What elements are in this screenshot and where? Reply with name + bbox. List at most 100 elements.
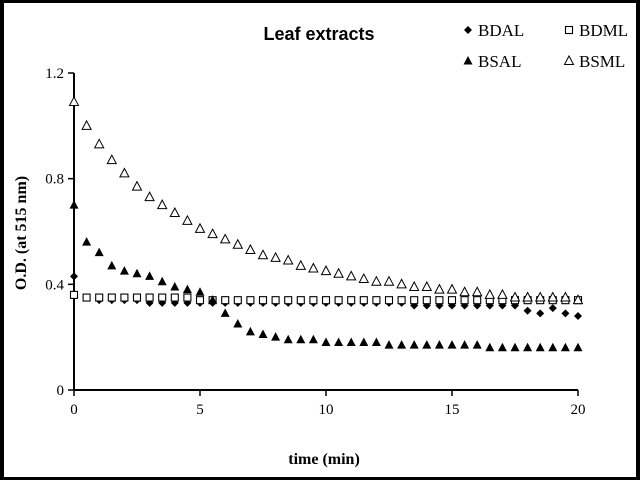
data-point-bsal <box>308 334 318 344</box>
data-point-bdml <box>447 296 457 305</box>
data-point-bsml <box>522 291 533 302</box>
y-tick-label: 1.2 <box>45 66 64 82</box>
data-point-bsal <box>346 337 356 346</box>
data-point-bsml <box>371 275 382 286</box>
data-point-bsal <box>94 247 104 257</box>
axis-ticks: 0 5 10 15 20 0 0.4 0.8 1.2 <box>45 66 585 418</box>
data-point-bsal <box>523 342 533 352</box>
data-point-bsml <box>232 238 244 249</box>
data-point-bsml <box>471 286 483 297</box>
data-point-bdml <box>372 296 381 305</box>
data-point-bsal <box>271 332 281 341</box>
data-point-bsal <box>409 340 419 349</box>
data-point-bsal <box>497 342 507 352</box>
data-point-bsml <box>560 291 571 302</box>
data-point-bsal <box>233 318 243 328</box>
data-point-bsml <box>169 206 181 218</box>
data-point-bdal <box>536 309 545 318</box>
data-point-bdml <box>334 296 343 305</box>
data-points <box>68 95 584 352</box>
data-point-bsal <box>283 334 293 344</box>
legend-label-bsal: BSAL <box>478 52 521 71</box>
data-point-bsal <box>359 337 369 346</box>
data-point-bsml <box>572 294 584 305</box>
data-point-bsml <box>156 199 168 210</box>
data-point-bdml <box>95 293 104 302</box>
data-point-bsal <box>460 340 470 349</box>
data-point-bdml <box>82 293 91 302</box>
data-point-bdml <box>120 293 129 302</box>
legend: BDAL BDML BSAL BSML <box>463 21 628 71</box>
data-point-bdal <box>574 312 582 321</box>
data-point-bsal <box>447 340 457 349</box>
data-point-bsal <box>371 337 381 346</box>
data-point-bsal <box>170 281 180 291</box>
data-point-bdml <box>359 296 368 305</box>
data-point-bdml <box>384 296 394 305</box>
series-bsml <box>68 95 584 305</box>
data-point-bsml <box>182 214 193 225</box>
data-point-bsal <box>145 271 155 280</box>
data-point-bdml <box>221 296 230 305</box>
data-point-bdml <box>69 290 79 299</box>
y-tick-label: 0 <box>57 383 65 399</box>
data-point-bdml <box>284 296 293 305</box>
data-point-bsal <box>296 334 306 344</box>
data-point-bsml <box>358 272 370 284</box>
data-point-bsal <box>434 340 444 349</box>
data-point-bdml <box>296 296 305 305</box>
data-point-bsml <box>93 138 105 149</box>
data-point-bdml <box>107 293 116 302</box>
x-tick-label: 10 <box>319 402 334 418</box>
data-point-bsal <box>220 308 230 317</box>
data-point-bsal <box>422 340 432 349</box>
data-point-bsal <box>397 340 407 349</box>
data-point-bsml <box>219 233 231 244</box>
data-point-bdml <box>309 296 318 305</box>
data-point-bsml <box>245 243 256 254</box>
data-point-bdml <box>132 293 142 302</box>
data-point-bdml <box>183 293 192 302</box>
data-point-bdml <box>347 296 356 305</box>
x-axis-label: time (min) <box>288 451 360 468</box>
data-point-bsml <box>257 249 269 260</box>
data-point-bsal <box>182 284 192 294</box>
data-point-bsal <box>208 295 218 304</box>
data-point-bsml <box>333 267 344 278</box>
y-tick-label: 0.4 <box>45 277 64 293</box>
legend-marker-bdal <box>464 26 472 34</box>
data-point-bsal <box>384 340 394 349</box>
data-point-bsal <box>82 237 92 246</box>
data-point-bsml <box>396 278 407 289</box>
data-point-bdml <box>195 296 205 305</box>
data-point-bsml <box>81 119 92 130</box>
data-point-bsal <box>157 276 167 286</box>
data-point-bsml <box>345 270 357 281</box>
data-point-bsal <box>258 329 268 339</box>
y-axis-label: O.D. (at 515 nm) <box>13 176 30 290</box>
data-point-bsal <box>510 342 520 352</box>
data-point-bsal <box>107 260 117 270</box>
legend-marker-bsal <box>463 56 473 65</box>
data-point-bdml <box>233 296 242 305</box>
data-point-bsml <box>194 222 206 233</box>
legend-label-bsml: BSML <box>579 52 625 71</box>
data-point-bsal <box>245 326 255 336</box>
data-point-bsml <box>144 191 155 202</box>
y-tick-label: 0.8 <box>45 172 64 188</box>
data-point-bsal <box>69 200 79 209</box>
data-point-bsml <box>459 286 470 297</box>
data-point-bsal <box>485 342 495 352</box>
data-point-bsal <box>119 266 129 275</box>
data-point-bsal <box>195 287 205 296</box>
data-point-bdml <box>397 296 406 305</box>
data-point-bdal <box>70 272 78 281</box>
data-point-bsml <box>434 283 445 294</box>
data-point-bdml <box>246 296 255 305</box>
data-point-bsal <box>472 340 482 349</box>
legend-label-bdal: BDAL <box>478 21 524 40</box>
data-point-bsml <box>421 280 433 291</box>
data-point-bsal <box>334 337 344 346</box>
data-point-bdml <box>410 296 419 305</box>
chart-title: Leaf extracts <box>263 24 374 44</box>
